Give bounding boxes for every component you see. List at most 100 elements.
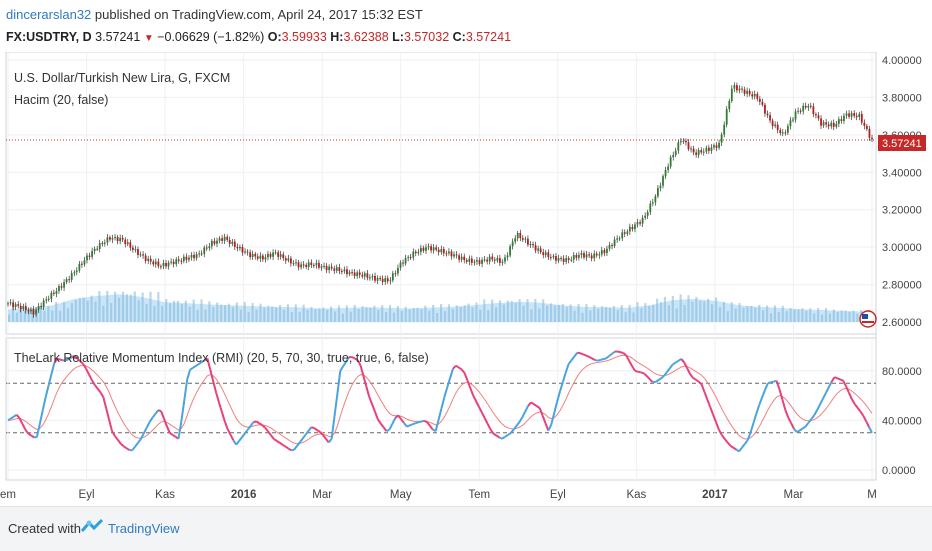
volume-bar (75, 300, 77, 322)
candle-body (17, 304, 19, 306)
candle-body (728, 101, 730, 109)
volume-bar (251, 303, 253, 322)
candle-body (682, 141, 684, 142)
candle-body (280, 254, 282, 257)
volume-bar (656, 299, 658, 322)
volume-bar (695, 297, 697, 322)
volume-bar (475, 302, 477, 322)
candle-body (45, 299, 47, 300)
candle-body (823, 122, 825, 125)
candle-body (476, 260, 478, 262)
publish-line: dincerarslan32 published on TradingView.… (6, 6, 926, 24)
volume-bar (409, 309, 411, 322)
candle-body (349, 272, 351, 274)
volume-bar (94, 302, 96, 322)
volume-bar (47, 306, 49, 322)
volume-bar (346, 305, 348, 322)
published-text: published on TradingView.com, April 24, … (91, 7, 422, 22)
volume-bar (581, 313, 583, 322)
candle-body (695, 153, 697, 155)
volume-bar (440, 304, 442, 322)
candle-body (451, 252, 453, 257)
candle-body (871, 138, 873, 139)
candle-body (784, 132, 786, 133)
rmi-segment (387, 430, 390, 432)
volume-bar (338, 305, 340, 322)
last-price-badge-text: 3.57241 (882, 138, 922, 150)
volume-bar (605, 307, 607, 322)
volume-bar (499, 300, 501, 322)
candle-body (540, 248, 542, 252)
author-link[interactable]: dincerarslan32 (6, 7, 91, 22)
volume-bar (291, 312, 293, 322)
candle-body (58, 286, 60, 291)
candle-body (417, 252, 419, 253)
volume-bar (193, 300, 195, 322)
candle-body (252, 254, 254, 257)
candle-body (300, 264, 302, 267)
candle-body (647, 212, 649, 216)
candle-body (593, 254, 595, 259)
candle-body (397, 268, 399, 274)
rmi-segment (600, 359, 603, 360)
volume-bar (483, 299, 485, 322)
volume-bar (648, 306, 650, 322)
candle-body (359, 272, 361, 274)
candle-body (762, 102, 764, 105)
candle-body (703, 152, 705, 153)
us-flag-icon[interactable] (860, 311, 876, 327)
candle-body (654, 196, 656, 202)
volume-bar (424, 306, 426, 322)
volume-bar (754, 308, 756, 322)
candle-body (99, 243, 101, 249)
candle-body (315, 263, 317, 265)
volume-bar (562, 304, 564, 322)
time-tick-label: Mar (312, 489, 332, 501)
candle-body (807, 106, 809, 108)
rmi-segment (840, 379, 843, 380)
volume-bar (711, 304, 713, 322)
candle-body (336, 267, 338, 271)
volume-bar (841, 310, 843, 322)
symbol-label[interactable]: FX:USDTRY, D (6, 30, 92, 44)
volume-bar (652, 305, 654, 322)
candle-body (632, 227, 634, 229)
volume-bar (503, 305, 505, 322)
candle-body (744, 89, 746, 93)
tradingview-brand-link[interactable]: TradingView (108, 521, 180, 536)
candle-body (318, 263, 320, 268)
candle-body (611, 245, 613, 246)
volume-bar (845, 311, 847, 322)
chart-area[interactable]: 4.000003.800003.600003.400003.200003.000… (0, 52, 932, 506)
candle-body (157, 262, 159, 267)
volume-bar (719, 307, 721, 322)
rmi-segment (771, 382, 774, 383)
volume-bar (609, 308, 611, 322)
candle-body (721, 135, 723, 143)
candle-body (308, 262, 310, 266)
volume-bar (87, 301, 89, 322)
candle-body (415, 252, 417, 254)
candle-body (603, 250, 605, 253)
candle-body (145, 255, 147, 260)
rmi-segment (595, 360, 598, 361)
last-price: 3.57241 (95, 30, 140, 44)
volume-bar (735, 309, 737, 322)
volume-bar (601, 306, 603, 322)
candle-body (109, 237, 111, 239)
price-pane[interactable] (6, 52, 876, 334)
candle-body (165, 263, 167, 266)
candle-body (453, 254, 455, 256)
candle-body (22, 306, 24, 309)
candle-body (137, 249, 139, 255)
candle-body (565, 258, 567, 262)
candle-body (201, 253, 203, 254)
candle-body (507, 255, 509, 257)
volume-bar (758, 305, 760, 322)
volume-bar (185, 301, 187, 322)
tradingview-logo-icon[interactable] (80, 517, 104, 537)
candle-body (122, 238, 124, 240)
candle-body (89, 256, 91, 257)
candle-body (479, 260, 481, 264)
candle-body (851, 113, 853, 117)
